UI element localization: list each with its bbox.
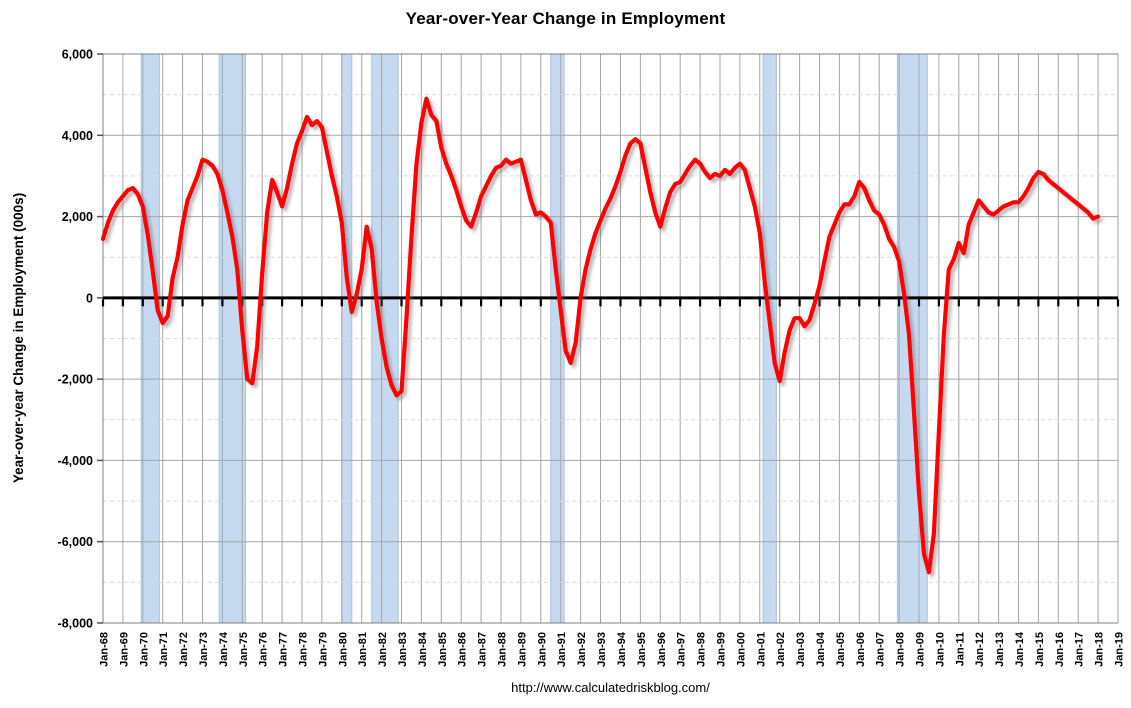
x-tick-label: Jan-93 — [596, 632, 608, 667]
x-tick-label: Jan-81 — [357, 632, 369, 667]
y-tick-label: 2,000 — [62, 210, 93, 224]
axis-labels-layer: 6,000 4,000 2,000 0 -2,000 -4,000 -6,000 -8,000… — [58, 48, 1126, 667]
x-tick-label: Jan-18 — [1094, 632, 1106, 667]
x-tick-label: Jan-01 — [755, 632, 767, 667]
employment-yoy-line — [100, 96, 1101, 575]
x-tick-label: Jan-06 — [855, 632, 867, 667]
x-tick-label: Jan-99 — [716, 632, 728, 667]
x-tick-label: Jan-79 — [317, 632, 329, 667]
x-tick-label: Jan-97 — [676, 632, 688, 667]
x-tick-label: Jan-08 — [895, 632, 907, 667]
x-tick-label: Jan-70 — [138, 632, 150, 667]
x-tick-label: Jan-91 — [556, 632, 568, 667]
x-tick-label: Jan-76 — [258, 632, 270, 667]
x-tick-label: Jan-92 — [576, 632, 588, 667]
x-tick-label: Jan-82 — [377, 632, 389, 667]
x-tick-label: Jan-73 — [198, 632, 210, 667]
x-tick-label: Jan-05 — [835, 632, 847, 667]
x-tick-label: Jan-03 — [795, 632, 807, 667]
x-tick-label: Jan-19 — [1114, 632, 1126, 667]
x-tick-label: Jan-74 — [218, 631, 230, 667]
x-tick-label: Jan-02 — [775, 632, 787, 667]
x-tick-label: Jan-78 — [298, 632, 310, 667]
x-tick-label: Jan-12 — [974, 632, 986, 667]
x-tick-label: Jan-80 — [337, 632, 349, 667]
x-tick-label: Jan-71 — [158, 632, 170, 667]
y-tick-label: -4,000 — [58, 454, 93, 468]
x-tick-label: Jan-04 — [815, 631, 827, 667]
y-tick-label: -6,000 — [58, 535, 93, 549]
series-layer — [100, 96, 1101, 575]
x-tick-label: Jan-00 — [735, 632, 747, 667]
x-tick-label: Jan-88 — [497, 632, 509, 667]
x-tick-label: Jan-68 — [99, 632, 111, 667]
x-tick-label: Jan-75 — [238, 632, 250, 667]
x-tick-label: Jan-14 — [1014, 631, 1026, 667]
x-tick-label: Jan-09 — [915, 632, 927, 667]
x-tick-label: Jan-85 — [437, 632, 449, 667]
x-tick-label: Jan-72 — [178, 632, 190, 667]
x-tick-label: Jan-89 — [516, 632, 528, 667]
x-tick-label: Jan-84 — [417, 631, 429, 667]
x-tick-label: Jan-83 — [397, 632, 409, 667]
x-tick-label: Jan-11 — [954, 632, 966, 666]
x-tick-label: Jan-87 — [477, 632, 489, 667]
gridlines-layer — [102, 53, 1119, 624]
x-tick-label: Jan-69 — [118, 632, 130, 667]
x-tick-label: Jan-95 — [636, 632, 648, 667]
x-tick-label: Jan-07 — [875, 632, 887, 667]
footer-url: http://www.calculatedriskblog.com/ — [511, 680, 710, 695]
x-tick-label: Jan-77 — [278, 632, 290, 667]
recession-band — [140, 53, 160, 624]
x-tick-label: Jan-94 — [616, 631, 628, 667]
y-tick-label: 6,000 — [62, 48, 93, 62]
y-tick-label: -8,000 — [58, 617, 93, 631]
x-tick-label: Jan-10 — [934, 632, 946, 667]
x-tick-label: Jan-98 — [696, 632, 708, 667]
y-tick-label: 0 — [86, 291, 93, 305]
x-tick-label: Jan-15 — [1034, 632, 1046, 667]
y-tick-label: -2,000 — [58, 373, 93, 387]
x-tick-label: Jan-13 — [994, 632, 1006, 667]
x-tick-label: Jan-86 — [457, 632, 469, 667]
y-tick-label: 4,000 — [62, 129, 93, 143]
x-tick-label: Jan-16 — [1054, 632, 1066, 667]
x-tick-label: Jan-96 — [656, 632, 668, 667]
x-tick-label: Jan-17 — [1074, 632, 1086, 667]
x-tick-label: Jan-90 — [536, 632, 548, 667]
y-axis-title: Year-over-year Change in Employment (000… — [11, 193, 26, 483]
chart-title: Year-over-Year Change in Employment — [405, 9, 726, 28]
